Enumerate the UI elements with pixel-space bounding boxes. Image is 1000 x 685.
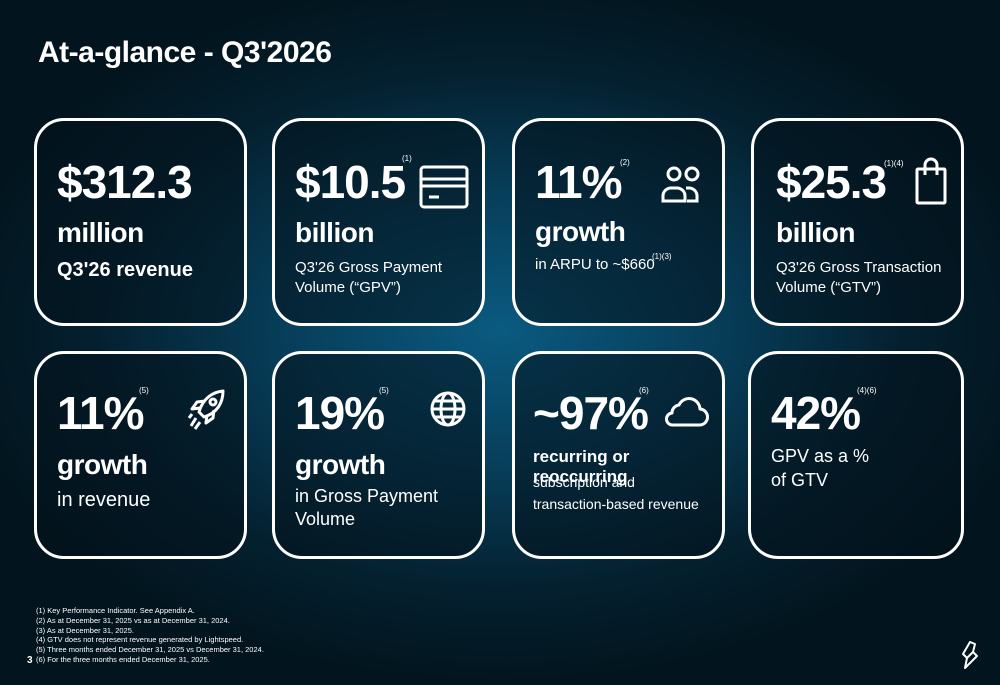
credit-card-icon	[419, 165, 469, 214]
card-arpu: 11% (2) growth in ARPU to ~$660 (1)(3)	[512, 118, 725, 326]
card-value: 11%	[535, 156, 623, 208]
card-value: ~97%	[533, 387, 649, 439]
card-description-line-2: transaction-based revenue	[533, 496, 699, 512]
card-gpv-share: 42% (4)(6) GPV as a % of GTV	[748, 351, 964, 559]
footnote-ref: (5)	[379, 386, 389, 395]
card-recurring-revenue: ~97% (6) recurring or reoccurring subscr…	[512, 351, 725, 559]
card-unit: growth	[535, 216, 626, 247]
card-gpv: $10.5 (1) billion Q3'26 Gross Payment Vo…	[272, 118, 485, 326]
footnote: (2) As at December 31, 2025 vs as at Dec…	[36, 615, 230, 625]
footnote: (6) For the three months ended December …	[36, 654, 210, 664]
footnote-ref: (1)	[402, 154, 412, 163]
card-value: $10.5	[295, 156, 406, 208]
card-value: 11%	[57, 387, 145, 439]
footnote-ref: (4)(6)	[857, 386, 877, 395]
card-description-line-1: Q3'26 Gross Transaction	[776, 259, 942, 276]
card-unit: billion	[295, 217, 374, 248]
card-value: 42%	[771, 387, 861, 439]
card-unit: million	[57, 217, 144, 248]
card-revenue-growth: 11% (5) growth in revenue	[34, 351, 247, 559]
card-revenue: $312.3 million Q3'26 revenue	[34, 118, 247, 326]
footnotes: (1) Key Performance Indicator. See Appen…	[36, 606, 264, 665]
card-description: in ARPU to ~$660	[535, 256, 655, 273]
globe-icon	[429, 390, 467, 433]
card-gtv: $25.3 (1)(4) billion Q3'26 Gross Transac…	[751, 118, 964, 326]
card-description-line-1: GPV as a %	[771, 446, 870, 466]
card-unit: growth	[295, 449, 386, 480]
card-gpv-growth: 19% (5) growth in Gross Payment Volume	[272, 351, 485, 559]
footnote-ref: (5)	[139, 386, 149, 395]
footnote-ref: (1)(3)	[652, 252, 672, 261]
footnote-ref: (6)	[639, 386, 649, 395]
flame-logo-icon	[958, 640, 982, 675]
footnote-ref: (2)	[620, 158, 630, 167]
footnote-ref: (1)(4)	[884, 159, 904, 168]
card-description: in revenue	[57, 489, 151, 511]
rocket-icon	[187, 388, 227, 437]
card-value: 19%	[295, 387, 385, 439]
card-description-line-1: Q3'26 Gross Payment	[295, 259, 443, 276]
footnote: (1) Key Performance Indicator. See Appen…	[36, 606, 195, 615]
card-description-line-2: Volume	[295, 509, 356, 529]
card-description-line-2: Volume (“GPV”)	[295, 279, 401, 296]
card-description-line-1: in Gross Payment	[295, 486, 439, 506]
card-value: $25.3	[776, 156, 887, 208]
card-description-line-2: of GTV	[771, 470, 829, 490]
users-icon	[660, 165, 706, 208]
card-description-line-1: subscription and	[533, 474, 635, 490]
cloud-icon	[661, 392, 709, 433]
card-description: Q3'26 revenue	[57, 259, 193, 281]
page-number: 3	[27, 655, 33, 666]
footnote: (5) Three months ended December 31, 2025…	[36, 645, 264, 654]
card-unit: billion	[776, 217, 855, 248]
footnote: (4) GTV does not represent revenue gener…	[36, 635, 244, 645]
card-unit: recurring or reoccurring	[533, 447, 630, 487]
card-unit: growth	[57, 449, 148, 480]
shopping-bag-icon	[914, 155, 948, 210]
page-title: At-a-glance - Q3'2026	[38, 36, 332, 69]
card-value: $312.3	[57, 156, 193, 208]
card-description-line-2: Volume (“GTV”)	[776, 279, 882, 296]
footnote: (3) As at December 31, 2025.	[36, 625, 134, 635]
